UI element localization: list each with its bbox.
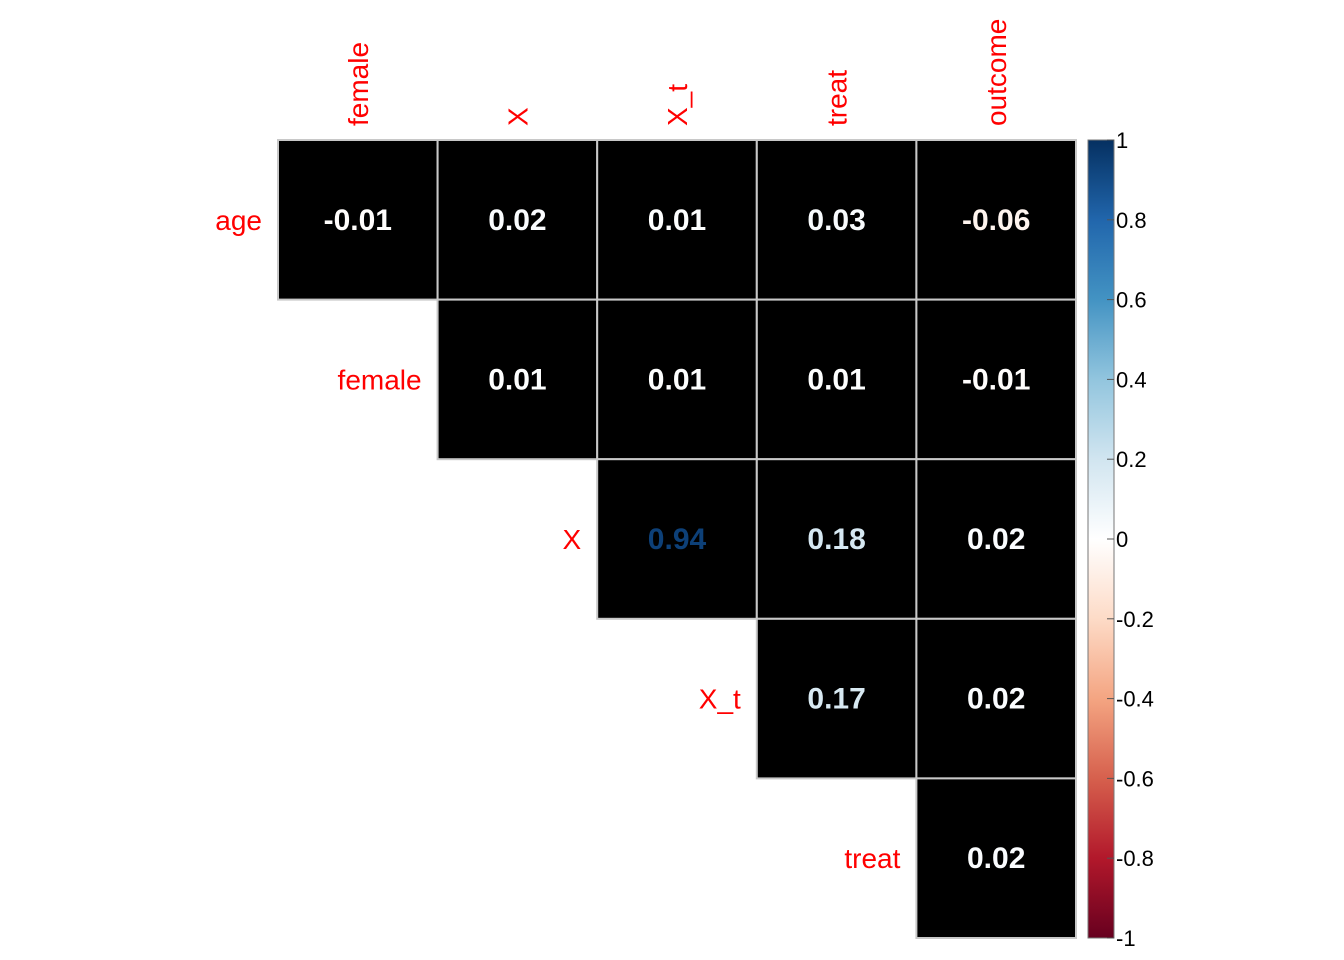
cell-female-outcome-value: -0.01: [962, 363, 1030, 396]
row-label-female: female: [338, 364, 422, 395]
colorbar-tick-label: -0.2: [1116, 607, 1154, 632]
row-label-x-t: X_t: [699, 684, 741, 715]
cell-female-x-value: 0.01: [488, 363, 546, 396]
cell-x-t-treat: [755, 617, 918, 780]
colorbar-tick-label: 0.4: [1116, 367, 1147, 392]
cell-female-treat-value: 0.01: [807, 363, 865, 396]
row-label-age: age: [215, 205, 262, 236]
colorbar-tick-label: 0.2: [1116, 447, 1147, 472]
column-label-outcome: outcome: [981, 19, 1012, 126]
colorbar-tick-label: -0.8: [1116, 846, 1154, 871]
cell-age-outcome-value: -0.06: [962, 204, 1030, 237]
column-label-female: female: [343, 42, 374, 126]
cell-age-x: [436, 139, 599, 301]
column-label-x-t: X_t: [662, 84, 693, 126]
column-label-treat: treat: [822, 70, 853, 126]
cell-age-x-t-value: 0.01: [648, 204, 706, 237]
cell-age-female: [277, 139, 439, 301]
colorbar: 1 0.8 0.6 0.4 0.2 0 -0.2 -0.4 -0.6 -0.8 -1: [1087, 128, 1154, 951]
cell-x-outcome-value: 0.02: [967, 523, 1025, 556]
cell-x-x-t: [596, 458, 758, 620]
cell-age-x-t: [596, 139, 758, 301]
cell-age-treat-value: 0.03: [807, 204, 865, 237]
colorbar-tick-label: -0.6: [1116, 766, 1154, 791]
cell-age-x-value: 0.02: [488, 204, 546, 237]
colorbar-tick-label: -0.4: [1116, 687, 1154, 712]
cell-x-t-outcome-value: 0.02: [967, 683, 1025, 716]
cell-treat-outcome-value: 0.02: [967, 842, 1025, 875]
cell-x-t-outcome: [915, 617, 1078, 780]
cell-x-t-treat-value: 0.17: [807, 683, 865, 716]
colorbar-tick-label: 1: [1116, 128, 1128, 153]
colorbar-tick-label: 0: [1116, 527, 1128, 552]
cell-x-outcome: [915, 458, 1078, 620]
cell-x-x-t-value: 0.94: [648, 523, 707, 556]
colorbar-tick-label: 0.6: [1116, 288, 1147, 313]
colorbar-tick-label: 0.8: [1116, 208, 1147, 233]
cell-female-x-t-value: 0.01: [648, 363, 706, 396]
cell-treat-outcome: [915, 777, 1078, 940]
column-label-x: X: [502, 107, 533, 126]
cell-x-treat-value: 0.18: [807, 523, 865, 556]
cell-female-treat: [755, 298, 918, 461]
colorbar-tick-label: -1: [1116, 926, 1136, 951]
row-label-treat: treat: [844, 843, 900, 874]
cell-age-outcome: [915, 139, 1078, 301]
row-label-x: X: [563, 524, 582, 555]
cells-layer: -0.01 0.02 0.01 0.03 -0.06 0.01 0.01 0.01 -0.01 0…: [277, 139, 1078, 940]
cell-age-female-value: -0.01: [324, 204, 392, 237]
cell-female-x: [436, 298, 599, 461]
cell-age-treat: [755, 139, 918, 301]
